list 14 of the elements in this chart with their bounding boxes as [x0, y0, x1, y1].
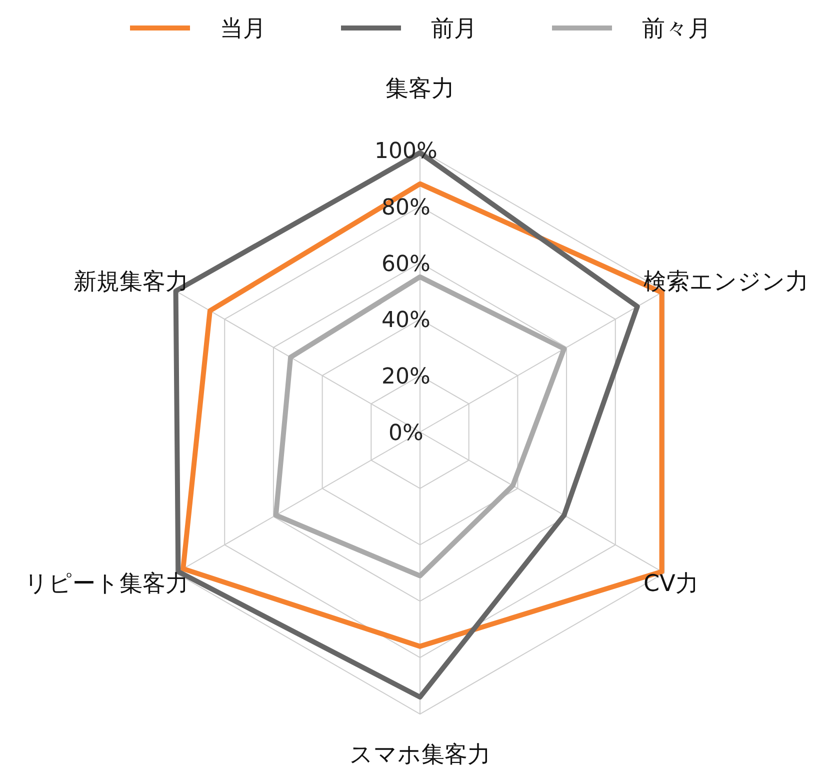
legend-label: 当月 — [220, 16, 266, 42]
y-tick-label: 80% — [382, 195, 430, 220]
legend-label: 前々月 — [642, 16, 711, 42]
spoke-label: リピート集客力 — [24, 571, 188, 597]
spoke-label: 集客力 — [386, 76, 454, 102]
spoke-label: 新規集客力 — [73, 269, 188, 295]
spoke-label: スマホ集客力 — [350, 742, 490, 768]
y-tick-label: 20% — [382, 364, 430, 390]
y-tick-label: 0% — [388, 421, 424, 446]
spoke-label: CV力 — [644, 571, 698, 597]
y-tick-label: 60% — [382, 252, 430, 277]
y-tick-label: 100% — [374, 139, 438, 164]
y-tick-label: 40% — [382, 308, 430, 334]
legend-label: 前月 — [431, 16, 477, 42]
